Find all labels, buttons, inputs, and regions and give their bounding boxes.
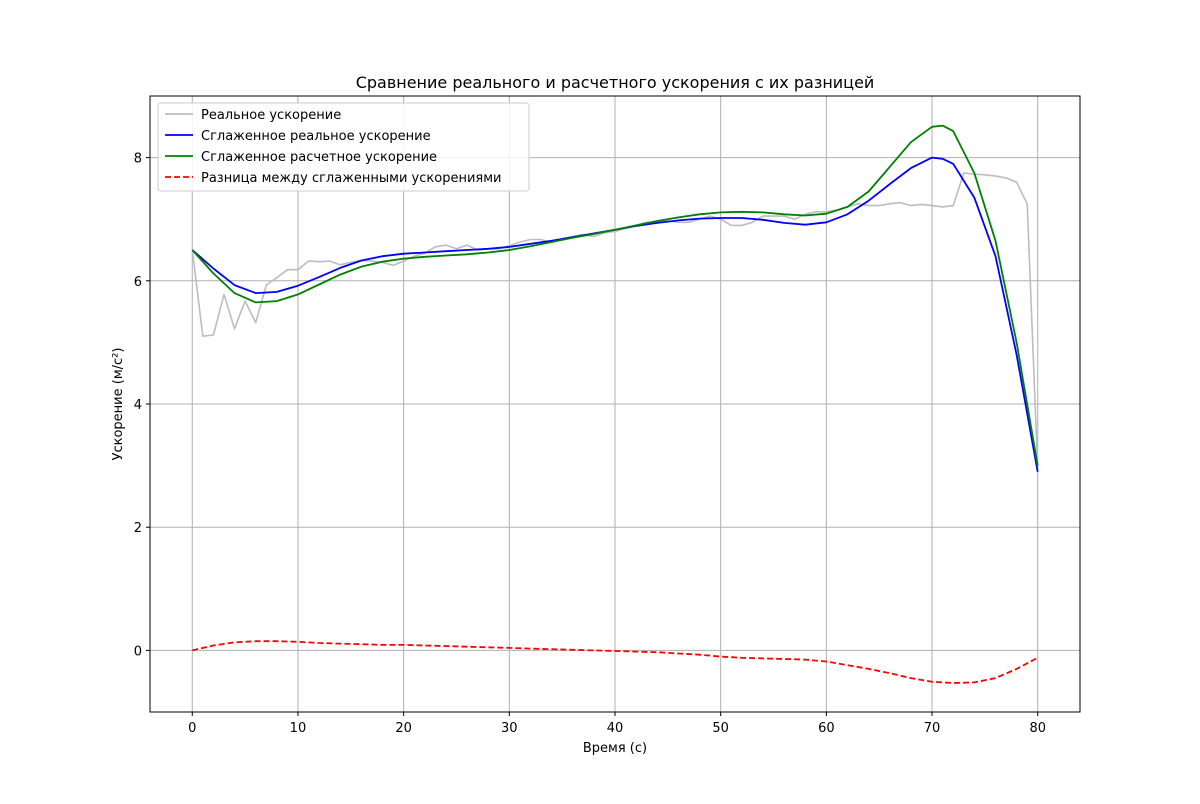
legend-label: Реальное ускорение bbox=[201, 108, 341, 123]
legend-box bbox=[157, 102, 530, 192]
legend: Реальное ускорение Сглаженное реальное ус… bbox=[157, 102, 530, 192]
y-tick-label: 4 bbox=[134, 398, 142, 413]
legend-label: Сглаженное расчетное ускорение bbox=[201, 150, 437, 165]
y-axis-label: Ускорение (м/с²) bbox=[111, 348, 126, 461]
y-tick-label: 6 bbox=[134, 275, 142, 290]
x-tick-label: 80 bbox=[1029, 721, 1046, 736]
x-tick-label: 30 bbox=[501, 721, 518, 736]
series-difference bbox=[192, 640, 1039, 684]
legend-label: Разница между сглаженными ускорениями bbox=[201, 171, 501, 186]
x-tick-label: 10 bbox=[290, 721, 307, 736]
x-tick-label: 0 bbox=[188, 721, 196, 736]
x-tick-label: 60 bbox=[818, 721, 835, 736]
chart-title: Сравнение реального и расчетного ускорен… bbox=[356, 73, 875, 92]
legend-label: Сглаженное реальное ускорение bbox=[201, 129, 431, 144]
series-layer bbox=[191, 124, 1039, 684]
x-tick-label: 70 bbox=[924, 721, 941, 736]
series-smoothed-calculated bbox=[191, 124, 1039, 466]
ticks: 0 10 20 30 40 50 60 70 80 0 2 4 6 8 bbox=[134, 152, 1046, 736]
x-axis-label: Время (с) bbox=[583, 741, 647, 756]
x-tick-label: 20 bbox=[395, 721, 412, 736]
series-real-acceleration bbox=[191, 172, 1039, 469]
x-tick-label: 40 bbox=[607, 721, 624, 736]
y-tick-label: 8 bbox=[134, 152, 142, 167]
y-tick-label: 0 bbox=[134, 644, 142, 659]
x-tick-label: 50 bbox=[712, 721, 729, 736]
y-tick-label: 2 bbox=[134, 521, 142, 536]
